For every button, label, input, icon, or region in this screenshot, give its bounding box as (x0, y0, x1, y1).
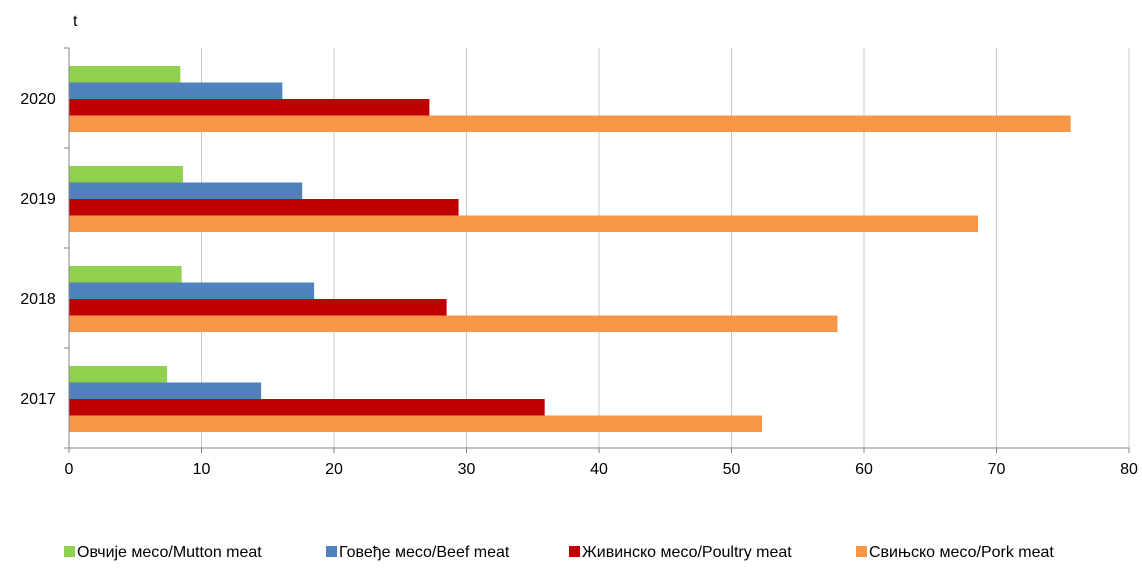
legend-label-4: Свињско месо/Pork meat (869, 544, 1054, 561)
bar-2020-series-3 (69, 99, 430, 116)
bars (69, 66, 1071, 432)
unit-label: t (73, 13, 78, 30)
legend-label-1: Овчије месо/Mutton meat (77, 544, 262, 561)
bar-2018-series-3 (69, 299, 447, 316)
bar-2020-series-1 (69, 66, 181, 83)
bar-2017-series-2 (69, 382, 262, 399)
x-tick-label-20: 20 (325, 461, 343, 478)
legend-swatch-2 (326, 546, 337, 557)
x-tick-label-70: 70 (988, 461, 1006, 478)
category-label-2020: 2020 (20, 91, 56, 108)
bar-2017-series-4 (69, 415, 762, 432)
x-tick-label-80: 80 (1120, 461, 1138, 478)
legend-swatch-1 (64, 546, 75, 557)
x-tick-label-30: 30 (458, 461, 476, 478)
x-tick-label-50: 50 (723, 461, 741, 478)
category-label-2018: 2018 (20, 291, 56, 308)
bar-2019-series-4 (69, 215, 978, 232)
x-tick-label-40: 40 (590, 461, 608, 478)
x-tick-label-10: 10 (193, 461, 211, 478)
legend-swatch-4 (856, 546, 867, 557)
bar-2019-series-1 (69, 166, 183, 183)
legend: Овчије месо/Mutton meat Говеђе месо/Beef … (64, 544, 1054, 561)
bar-2019-series-2 (69, 182, 303, 199)
bar-2017-series-3 (69, 399, 545, 416)
bar-2018-series-1 (69, 266, 182, 283)
bar-2018-series-2 (69, 282, 315, 299)
bar-2020-series-4 (69, 115, 1071, 132)
bar-2020-series-2 (69, 82, 283, 99)
x-tick-label-60: 60 (855, 461, 873, 478)
category-label-2019: 2019 (20, 191, 56, 208)
legend-label-3: Живинско месо/Poultry meat (582, 544, 792, 561)
category-label-2017: 2017 (20, 391, 56, 408)
bar-2018-series-4 (69, 315, 838, 332)
legend-label-2: Говеђе месо/Beef meat (339, 544, 510, 561)
bar-2019-series-3 (69, 199, 459, 216)
axes: 2017 2018 2019 2020 0 10 20 30 40 50 60 70 80 (20, 47, 1138, 478)
legend-swatch-3 (569, 546, 580, 557)
x-tick-label-0: 0 (65, 461, 74, 478)
bar-2017-series-1 (69, 366, 168, 383)
